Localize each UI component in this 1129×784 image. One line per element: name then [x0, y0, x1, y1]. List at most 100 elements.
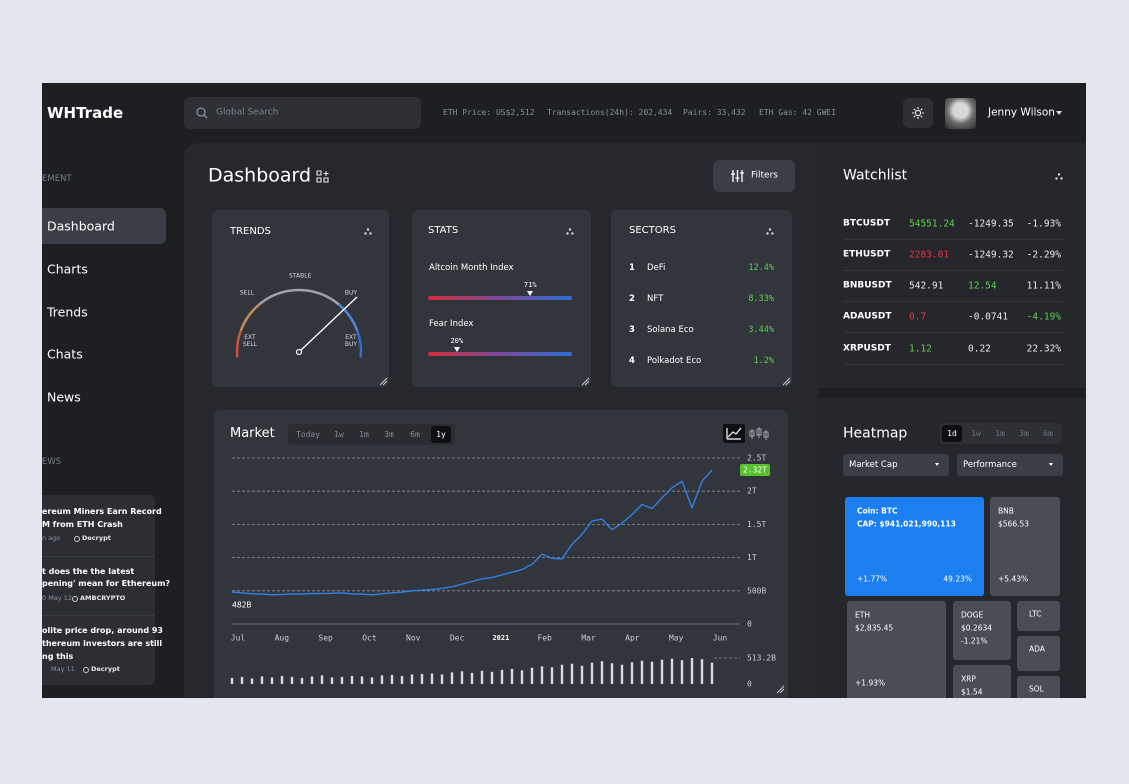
- news-divider: [42, 615, 155, 616]
- x-tick-label: Mar: [581, 634, 596, 643]
- tile-text: LTC: [1029, 609, 1042, 619]
- news-title[interactable]: ng this: [42, 652, 74, 662]
- theme-button[interactable]: [903, 98, 933, 128]
- tile-text: ADA: [1029, 644, 1045, 654]
- range-option[interactable]: 6m: [410, 429, 420, 439]
- range-option[interactable]: 1m: [359, 429, 369, 439]
- heatmap-tile[interactable]: ADA: [1017, 636, 1060, 671]
- tile-text: $566.53: [998, 519, 1030, 529]
- gauge-label: EXT BUY: [344, 333, 358, 348]
- ticker-item: ETH Gas: 42 GWEI: [759, 108, 837, 118]
- source-icon: [74, 536, 80, 542]
- index-bar: [428, 296, 572, 300]
- dot: [366, 228, 370, 231]
- card-title: TRENDS: [230, 226, 271, 237]
- nav-item[interactable]: Chats: [47, 346, 83, 362]
- volume-tick-label: 513.2B: [747, 654, 776, 663]
- news-heading: EWS: [42, 456, 62, 467]
- heatmap-tile[interactable]: Coin: BTC CAP: $941,021,990,113 +1.77% 49.2…: [845, 497, 984, 596]
- index-value-label: 71%: [523, 280, 537, 289]
- heatmap-tile[interactable]: LTC: [1017, 601, 1060, 631]
- dot: [768, 228, 772, 231]
- volume-bar: [580, 665, 584, 684]
- tile-text: CAP: $941,021,990,113: [857, 519, 956, 529]
- symbol[interactable]: BTCUSDT: [843, 218, 891, 229]
- dropdown-caret: [1049, 463, 1053, 466]
- heatmap-tile[interactable]: SOL: [1017, 676, 1060, 698]
- dropdown[interactable]: Performance: [957, 454, 1063, 476]
- line-toggle-bg: [723, 424, 745, 443]
- news-title[interactable]: thereum investors are still: [42, 639, 163, 649]
- card-title: STATS: [428, 225, 459, 236]
- menu-dots: [766, 228, 774, 235]
- range-option[interactable]: 3m: [1019, 428, 1029, 438]
- resize-grip: [581, 377, 590, 386]
- volume-bar: [240, 676, 244, 684]
- gauge-label: STABLE: [289, 272, 312, 280]
- news-title[interactable]: pening' mean for Ethereum?: [42, 579, 171, 589]
- symbol[interactable]: ETHUSDT: [843, 249, 891, 260]
- current-value-label: 2.32T: [743, 465, 767, 474]
- nav-item[interactable]: Charts: [47, 261, 88, 277]
- news-title[interactable]: M from ETH Crash: [42, 520, 123, 530]
- news-title[interactable]: ereum Miners Earn Record: [42, 507, 162, 517]
- nav-item[interactable]: Dashboard: [47, 218, 115, 234]
- price: 2283.01: [909, 249, 950, 261]
- volume-bar: [680, 660, 684, 684]
- news-title[interactable]: t does the the latest: [42, 567, 135, 577]
- ticker-item: Transactions(24h): 202,434: [547, 108, 673, 118]
- range-option[interactable]: 1d: [947, 428, 957, 438]
- symbol[interactable]: BNBUSDT: [843, 280, 892, 291]
- sector-name: Solana Eco: [647, 324, 694, 335]
- grip-lines: [379, 377, 388, 386]
- range-option[interactable]: 1m: [995, 428, 1005, 438]
- stats-card: STATS Altcoin Month Index 71% Fear Index 20%: [412, 210, 591, 387]
- symbol[interactable]: XRPUSDT: [843, 343, 891, 354]
- volume-bar: [610, 663, 614, 684]
- volume-tick-label: 0: [747, 680, 752, 689]
- x-tick-label: May: [669, 634, 684, 643]
- heatmap-tile[interactable]: XRP $1.54: [953, 665, 1011, 698]
- filters-button[interactable]: Filters: [713, 160, 795, 192]
- news-title[interactable]: olite price drop, around 93: [42, 626, 163, 636]
- range-option[interactable]: 1w: [971, 428, 981, 438]
- range-option[interactable]: 3m: [384, 429, 394, 439]
- avatar[interactable]: [945, 98, 976, 129]
- chart-type-toggle: [723, 424, 769, 443]
- heatmap-tile[interactable]: BNB $566.53 +5.43%: [990, 497, 1060, 596]
- volume-bar: [400, 675, 404, 684]
- range-option[interactable]: 6m: [1043, 428, 1053, 438]
- dropdown-caret: [935, 463, 939, 466]
- dot: [771, 232, 774, 235]
- range-option[interactable]: 1w: [334, 429, 344, 439]
- tile-text: SOL: [1029, 684, 1044, 694]
- x-tick-label: Apr: [625, 634, 640, 643]
- price: 1.12: [909, 343, 932, 355]
- volume-bar: [260, 676, 264, 684]
- range-option[interactable]: 1y: [436, 429, 446, 439]
- range-option[interactable]: Today: [295, 429, 321, 439]
- search-box[interactable]: Global Search: [184, 97, 421, 129]
- menu-dots: [364, 228, 372, 235]
- main-panel: Dashboard Filters TRENDS STABLE SELL BUY EXT S…: [184, 143, 818, 698]
- market-chart: 0 500B 1T 1.5T 2T 2.5T Jul Aug Sep Oct Nov Dec 2021 F…: [231, 454, 776, 689]
- news-card: ereum Miners Earn Record M from ETH Crash…: [42, 495, 170, 685]
- heatmap-tile[interactable]: DOGE $0.2634 -1.21%: [953, 601, 1011, 660]
- volume-bar: [300, 677, 304, 684]
- tile-text: $0.2634: [961, 623, 993, 633]
- user-name[interactable]: Jenny Wilson: [988, 106, 1055, 119]
- tile-text: $1.54: [961, 687, 983, 697]
- heatmap-tile[interactable]: ETH $2,835.45 +1.93%: [847, 601, 946, 698]
- candle-toggle-icon: [749, 427, 769, 440]
- nav-item[interactable]: News: [47, 389, 81, 405]
- nav-item[interactable]: Trends: [47, 304, 88, 320]
- row-divider: [843, 332, 1063, 333]
- dropdown[interactable]: Market Cap: [843, 454, 949, 476]
- gauge-arc: [338, 303, 359, 332]
- volume-bar: [540, 666, 544, 684]
- panel-title: Watchlist: [843, 167, 908, 184]
- news-source: AMBCRYPTO: [80, 594, 126, 603]
- volume-bar: [510, 668, 514, 684]
- sector-change: 12.4%: [748, 262, 774, 273]
- symbol[interactable]: ADAUSDT: [843, 311, 892, 322]
